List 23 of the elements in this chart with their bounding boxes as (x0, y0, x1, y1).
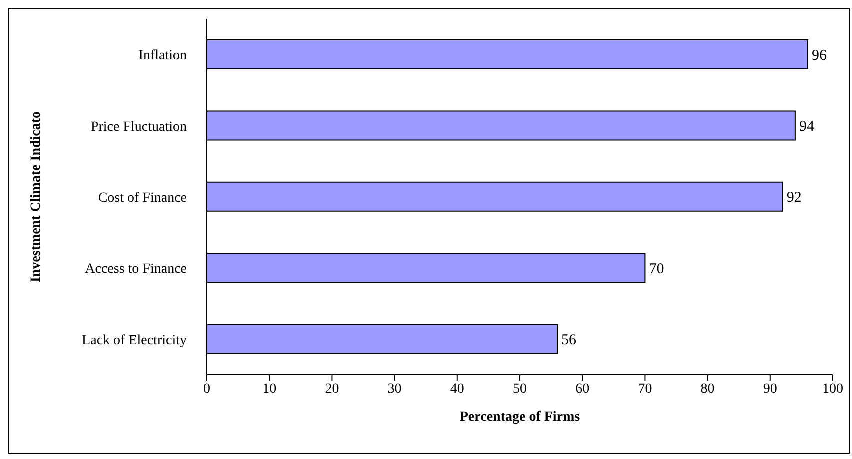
x-tick-label: 50 (513, 382, 527, 397)
y-axis-title: Investment Climate Indicato (28, 111, 44, 283)
data-label: 94 (799, 119, 815, 136)
data-label: 56 (562, 332, 578, 349)
x-tick-label: 0 (204, 382, 210, 397)
y-tick-label: Inflation (138, 48, 187, 64)
x-tick-label: 100 (822, 382, 844, 397)
x-tick-label: 20 (325, 382, 340, 397)
x-tick-label: 80 (700, 382, 715, 397)
data-label: 92 (786, 190, 802, 206)
data-label: 70 (649, 261, 664, 278)
x-axis-title: Percentage of Firms (460, 410, 581, 425)
x-tick-label: 30 (388, 382, 402, 397)
y-tick-label: Access to Finance (85, 262, 187, 278)
y-tick-label: Cost of Finance (98, 190, 187, 206)
x-tick-label: 90 (763, 382, 778, 397)
y-tick-label: Lack of Electricity (82, 333, 187, 348)
x-tick-label: 10 (262, 382, 277, 397)
x-tick-label: 60 (576, 382, 590, 397)
data-label: 96 (812, 48, 828, 64)
x-tick-label: 40 (450, 382, 464, 397)
y-tick-label: Price Fluctuation (90, 120, 187, 135)
x-tick-label: 70 (638, 382, 652, 397)
